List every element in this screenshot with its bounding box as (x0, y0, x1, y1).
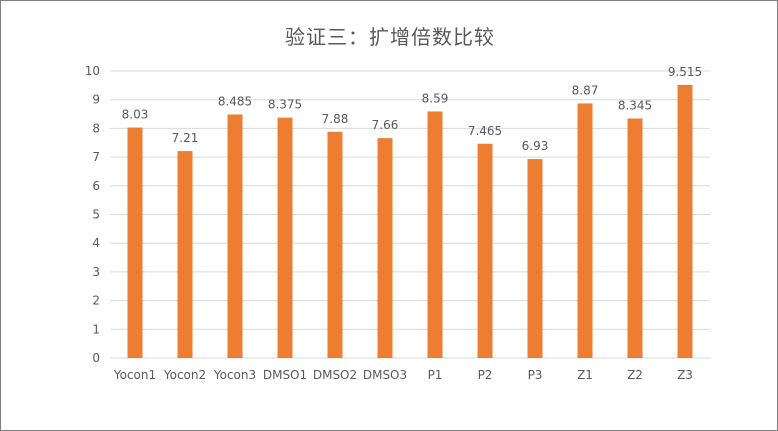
data-label-P2: 7.465 (468, 124, 502, 138)
x-tick-label-P3: P3 (528, 368, 543, 382)
x-tick-label-DMSO1: DMSO1 (263, 368, 307, 382)
data-label-Yocon2: 7.21 (172, 131, 199, 145)
x-tick-label-DMSO2: DMSO2 (313, 368, 357, 382)
x-tick-label-P2: P2 (478, 368, 493, 382)
bar-Yocon3 (227, 114, 243, 358)
bar-Z2 (627, 118, 643, 358)
gridlines (110, 70, 710, 359)
bar-Yocon1 (127, 127, 143, 358)
bar-P3 (527, 159, 543, 358)
y-tick-label-9: 9 (92, 93, 100, 107)
bars (127, 84, 693, 359)
data-label-Yocon1: 8.03 (122, 108, 149, 122)
y-tick-label-0: 0 (92, 351, 100, 365)
y-tick-label-2: 2 (92, 294, 100, 308)
x-tick-label-Yocon2: Yocon2 (163, 368, 206, 382)
y-tick-label-3: 3 (92, 265, 100, 279)
y-tick-label-8: 8 (92, 121, 100, 135)
bar-Yocon2 (177, 151, 193, 358)
bar-P1 (427, 111, 443, 358)
y-tick-label-10: 10 (85, 64, 100, 78)
x-tick-label-P1: P1 (428, 368, 443, 382)
x-tick-label-Z2: Z2 (627, 368, 643, 382)
data-label-Z3: 9.515 (668, 65, 702, 79)
bar-DMSO2 (327, 131, 343, 358)
y-tick-label-4: 4 (92, 236, 100, 250)
data-label-P3: 6.93 (522, 139, 549, 153)
x-tick-label-Yocon1: Yocon1 (113, 368, 156, 382)
data-label-Z2: 8.345 (618, 98, 652, 112)
y-tick-label-6: 6 (92, 179, 100, 193)
x-tick-label-Yocon3: Yocon3 (213, 368, 256, 382)
data-label-DMSO1: 8.375 (268, 98, 302, 112)
bar-P2 (477, 143, 493, 358)
x-tick-label-Z1: Z1 (577, 368, 593, 382)
x-axis-tick-labels: Yocon1 Yocon2 Yocon3 DMSO1 DMSO2 DMSO3 P1 P2 P3 Z… (113, 368, 693, 382)
bar-Z1 (577, 103, 593, 358)
data-labels: 8.03 7.21 8.485 8.375 7.88 7.66 8.59 7.465 6.93 8… (122, 65, 703, 153)
data-label-Yocon3: 8.485 (218, 94, 252, 108)
y-tick-label-7: 7 (92, 150, 100, 164)
data-label-P1: 8.59 (422, 91, 449, 105)
data-label-DMSO3: 7.66 (372, 118, 399, 132)
chart-title: 验证三：扩增倍数比较 (285, 25, 495, 49)
bar-Z3 (677, 84, 693, 359)
y-axis-tick-labels: 0 1 2 3 4 5 6 7 8 9 10 (85, 64, 100, 365)
y-tick-label-5: 5 (92, 208, 100, 222)
data-label-Z1: 8.87 (572, 83, 599, 97)
x-tick-label-Z3: Z3 (677, 368, 693, 382)
bar-DMSO1 (277, 117, 293, 358)
y-tick-label-1: 1 (92, 322, 100, 336)
x-tick-label-DMSO3: DMSO3 (363, 368, 407, 382)
bar-DMSO3 (377, 138, 393, 358)
data-label-DMSO2: 7.88 (322, 112, 349, 126)
